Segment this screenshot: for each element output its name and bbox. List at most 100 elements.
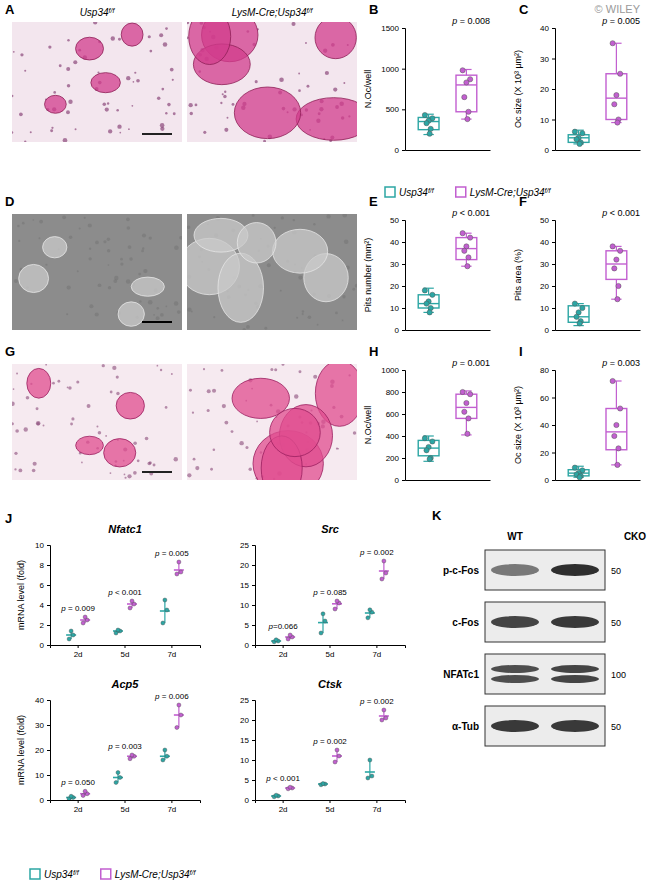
dot-chart: 05101520252d5d7dp=0.066p = 0.085p = 0.00… [240,523,405,659]
image-speck [333,87,337,91]
y-tick-mark [47,775,50,776]
data-point [370,774,374,778]
y-tick-label: 2 [40,621,45,630]
image-speck [134,72,136,74]
y-tick-mark [552,120,555,121]
blot-band [491,720,539,732]
image-cell [91,73,121,93]
plot-area [418,389,477,461]
y-tick-label: 50 [540,216,549,225]
data-point [128,606,132,610]
image-speck [267,263,271,267]
x-tick-mark [78,645,79,648]
plot-area [66,703,184,800]
image-speck [95,241,99,245]
image-speck [157,307,160,310]
image-speck [133,441,137,445]
data-point [427,457,432,462]
legend-swatch [30,869,40,879]
data-point [615,120,620,125]
image-speck [51,127,53,129]
x-axis-line [406,150,491,151]
image-speck [174,301,178,305]
y-axis-line [402,29,406,151]
y-tick: 800 [386,388,405,397]
data-point [335,748,339,752]
scale-bar [142,471,172,473]
micrograph [187,364,357,480]
image-speck [306,85,309,88]
image-speck [108,264,110,266]
y-tick-label: 4 [40,601,45,610]
blot-strip [485,602,605,642]
image-speck [13,388,15,390]
x-tick-mark [78,800,79,803]
y-tick-label: 5 [245,621,250,630]
image-speck [243,328,246,330]
data-point [116,628,120,632]
image-speck [337,448,339,450]
image-speck [279,77,284,82]
y-tick: 500 [386,105,405,114]
image-speck [18,240,20,242]
y-tick: 40 [35,696,50,705]
y-tick: 30 [540,260,555,269]
image-speck [142,234,146,238]
image-speck [294,394,298,398]
image-speck [136,79,140,83]
y-tick-label: 15 [240,736,249,745]
y-tick: 0 [395,146,405,155]
y-tick-mark [252,565,255,566]
p-value: p = 0.005 [601,16,640,26]
legend-label: Usp34f/f [399,187,435,199]
image-speck [102,364,105,367]
y-tick-mark [252,800,255,801]
label-main: LysM-Cre;Usp34 [470,187,545,198]
data-point [83,789,87,793]
y-tick: 10 [240,756,255,765]
image-speck [124,474,126,476]
image-speck [190,112,193,115]
image-speck [156,316,160,320]
x-axis-line [406,330,491,331]
mw-marker: 50 [611,722,621,732]
x-axis [556,480,641,481]
y-tick: 20 [240,716,255,725]
p-value: p = 0.001 [451,358,490,368]
image-speck [15,429,19,433]
image-speck [352,288,355,291]
image-speck [274,227,276,229]
y-tick: 50 [390,216,405,225]
y-tick-label: 8 [40,561,45,570]
p-value: p = 0.002 [359,697,394,706]
data-point [335,599,339,603]
label-sup: f/f [109,7,116,14]
image-speck [232,103,235,106]
dot-chart: 05101520252d5d7dp < 0.001p = 0.002p = 0.… [240,678,405,814]
x-tick-mark [283,800,284,803]
y-tick-mark [47,585,50,586]
y-tick: 8 [40,561,50,570]
y-tick-label: 20 [240,716,249,725]
image-speck [189,103,193,107]
image-speck [105,107,109,111]
image-label: Usp34f/f [80,7,116,19]
image-speck [52,382,55,385]
y-tick: 20 [390,282,405,291]
image-speck [133,471,137,475]
y-tick-mark [252,720,255,721]
image-speck [24,140,26,142]
image-speck [187,473,191,477]
image-cell [131,277,164,296]
x-tick-mark [376,800,377,803]
data-point [366,616,370,620]
box [606,409,627,450]
y-axis-line [552,371,556,481]
image-speck [296,317,298,319]
data-point [130,599,134,603]
image-speck [252,214,255,217]
y-tick-label: 0 [545,476,550,485]
data-point [577,141,582,146]
data-point [274,638,278,642]
p-value: p < 0.001 [107,588,142,597]
